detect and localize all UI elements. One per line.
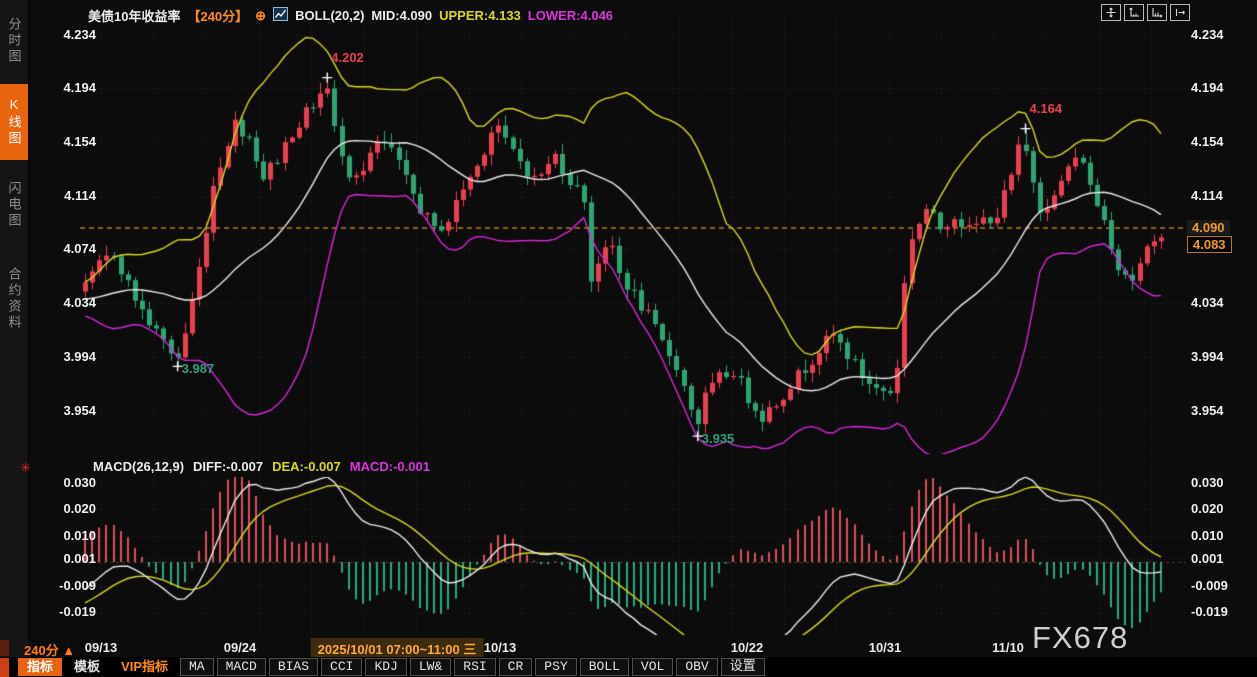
- boll-label: BOLL(20,2): [295, 8, 365, 23]
- toolbar-item-psy[interactable]: PSY: [535, 658, 577, 676]
- boll-lower-value: LOWER:4.046: [527, 8, 614, 23]
- price-tick-label: 3.954: [63, 402, 96, 418]
- chart-style-icon[interactable]: [273, 7, 289, 24]
- toolbar-item-vip[interactable]: VIP指标: [121, 659, 168, 674]
- price-annotation: 4.164: [1029, 100, 1063, 116]
- x-axis-scale-icon[interactable]: [1147, 4, 1167, 21]
- sidebar-item-time-chart[interactable]: 分时图: [6, 17, 22, 65]
- sidebar-item-kline-chart[interactable]: K线图: [0, 84, 28, 160]
- macd-diff-value: DIFF:-0.007: [193, 459, 264, 474]
- price-annotation: 3.935: [701, 431, 735, 447]
- sidebar: 分时图 K线图闪电图合约资料: [0, 0, 29, 677]
- boll-upper-value: UPPER:4.133: [439, 8, 521, 23]
- price-tick-label: 3.994: [63, 348, 96, 364]
- toolbar-item-ma[interactable]: MA: [180, 658, 214, 676]
- toolbar-item-obv[interactable]: OBV: [676, 658, 718, 676]
- price-tick-label: 4.074: [63, 241, 96, 257]
- macd-tick-label: -0.009: [1191, 577, 1228, 593]
- price-tick-label: 3.994: [1191, 348, 1224, 364]
- price-tick-label: 4.114: [1191, 187, 1223, 203]
- watermark: FX678: [1032, 620, 1129, 655]
- macd-tick-label: 0.010: [1191, 527, 1224, 543]
- price-tick-label: 4.114: [64, 187, 96, 203]
- corner-block-dark: [0, 640, 9, 656]
- toolbar-item-kdj[interactable]: KDJ: [365, 658, 407, 676]
- macd-tick-label: 0.001: [1191, 551, 1224, 567]
- price-tick-label: 4.194: [1191, 80, 1224, 96]
- sidebar-item-contract-info[interactable]: 合约资料: [6, 267, 22, 331]
- pan-right-icon[interactable]: [1170, 4, 1190, 21]
- macd-tick-label: 0.030: [63, 474, 96, 490]
- price-tick-label: 4.194: [63, 80, 96, 96]
- toolbar-item-lw[interactable]: LW&: [409, 658, 452, 676]
- bottom-toolbar: 指标 模板 VIP指标 MA MACD BIAS CCI KDJ LW& RSI CR PSY BOLL…: [0, 657, 1257, 677]
- price-tick-label: 4.154: [1191, 134, 1224, 150]
- macd-tick-label: -0.019: [1191, 604, 1228, 620]
- price-tick-label: 4.034: [63, 295, 96, 311]
- period-tag[interactable]: 【240分】: [187, 9, 249, 24]
- x-axis-label: 11/10: [992, 640, 1024, 655]
- macd-value: MACD:-0.001: [349, 459, 430, 474]
- toolbar-item-cr[interactable]: CR: [498, 658, 533, 676]
- price-annotation: 4.202: [331, 49, 364, 65]
- macd-dea-value: DEA:-0.007: [272, 459, 341, 474]
- price-tick-label: 4.234: [63, 26, 96, 42]
- toolbar-item-[interactable]: 设置: [720, 658, 765, 676]
- macd-tick-label: 0.020: [1191, 501, 1224, 516]
- toolbar-item-boll[interactable]: BOLL: [579, 658, 629, 676]
- toolbar-item-[interactable]: 模板: [74, 659, 101, 674]
- macd-tick-label: 0.001: [63, 551, 96, 567]
- instrument-title: 美债10年收益率: [88, 9, 181, 24]
- toolbar-item-cci[interactable]: CCI: [321, 658, 363, 676]
- x-axis-label: 10/13: [483, 640, 517, 655]
- selected-bar-time: 2025/10/01 07:00~11:00 三: [310, 638, 484, 659]
- last-price-tag: 4.083: [1187, 236, 1232, 253]
- macd-tick-label: 0.010: [63, 527, 96, 543]
- toolbar-item-vol[interactable]: VOL: [631, 658, 674, 676]
- macd-header: MACD(26,12,9) DIFF:-0.007 DEA:-0.007 MAC…: [93, 459, 430, 474]
- y-axis-scale-icon[interactable]: [1124, 4, 1144, 21]
- price-tick-label: 4.154: [63, 134, 96, 150]
- x-axis-label: 10/22: [730, 640, 764, 655]
- price-tick-label: 3.954: [1191, 402, 1224, 418]
- add-indicator-icon[interactable]: ⊕: [255, 7, 267, 23]
- mid-price-tag: 4.090: [1187, 220, 1230, 235]
- chart-tool-icons: [1101, 4, 1190, 21]
- toolbar-item-macd[interactable]: MACD: [216, 658, 266, 676]
- toolbar-item-rsi[interactable]: RSI: [454, 658, 496, 676]
- chart-header: 美债10年收益率 【240分】 ⊕ BOLL(20,2) MID:4.090 U…: [88, 6, 613, 25]
- toolbar-item-bias[interactable]: BIAS: [268, 658, 319, 676]
- macd-tick-label: -0.019: [59, 604, 96, 620]
- period-selector[interactable]: 240分 ▲: [24, 643, 76, 658]
- macd-tick-label: 0.020: [63, 501, 96, 516]
- corner-block-bright: [0, 658, 9, 677]
- macd-tick-label: 0.030: [1191, 474, 1224, 490]
- x-axis-label: 10/31: [868, 640, 902, 655]
- alert-star-icon: ✳: [20, 460, 31, 475]
- x-axis-label: 09/13: [84, 640, 118, 655]
- toolbar-item-[interactable]: 指标: [18, 658, 63, 676]
- price-annotation: 3.987: [181, 361, 215, 377]
- x-axis-label: 09/24: [223, 640, 257, 655]
- sidebar-item-flash-chart[interactable]: 闪电图: [6, 181, 22, 229]
- boll-mid-value: MID:4.090: [371, 8, 433, 23]
- macd-param-label: MACD(26,12,9): [93, 459, 185, 474]
- macd-tick-label: -0.009: [59, 577, 96, 593]
- move-tool-icon[interactable]: [1101, 4, 1121, 21]
- price-tick-label: 4.234: [1191, 26, 1224, 42]
- price-tick-label: 4.034: [1191, 295, 1224, 311]
